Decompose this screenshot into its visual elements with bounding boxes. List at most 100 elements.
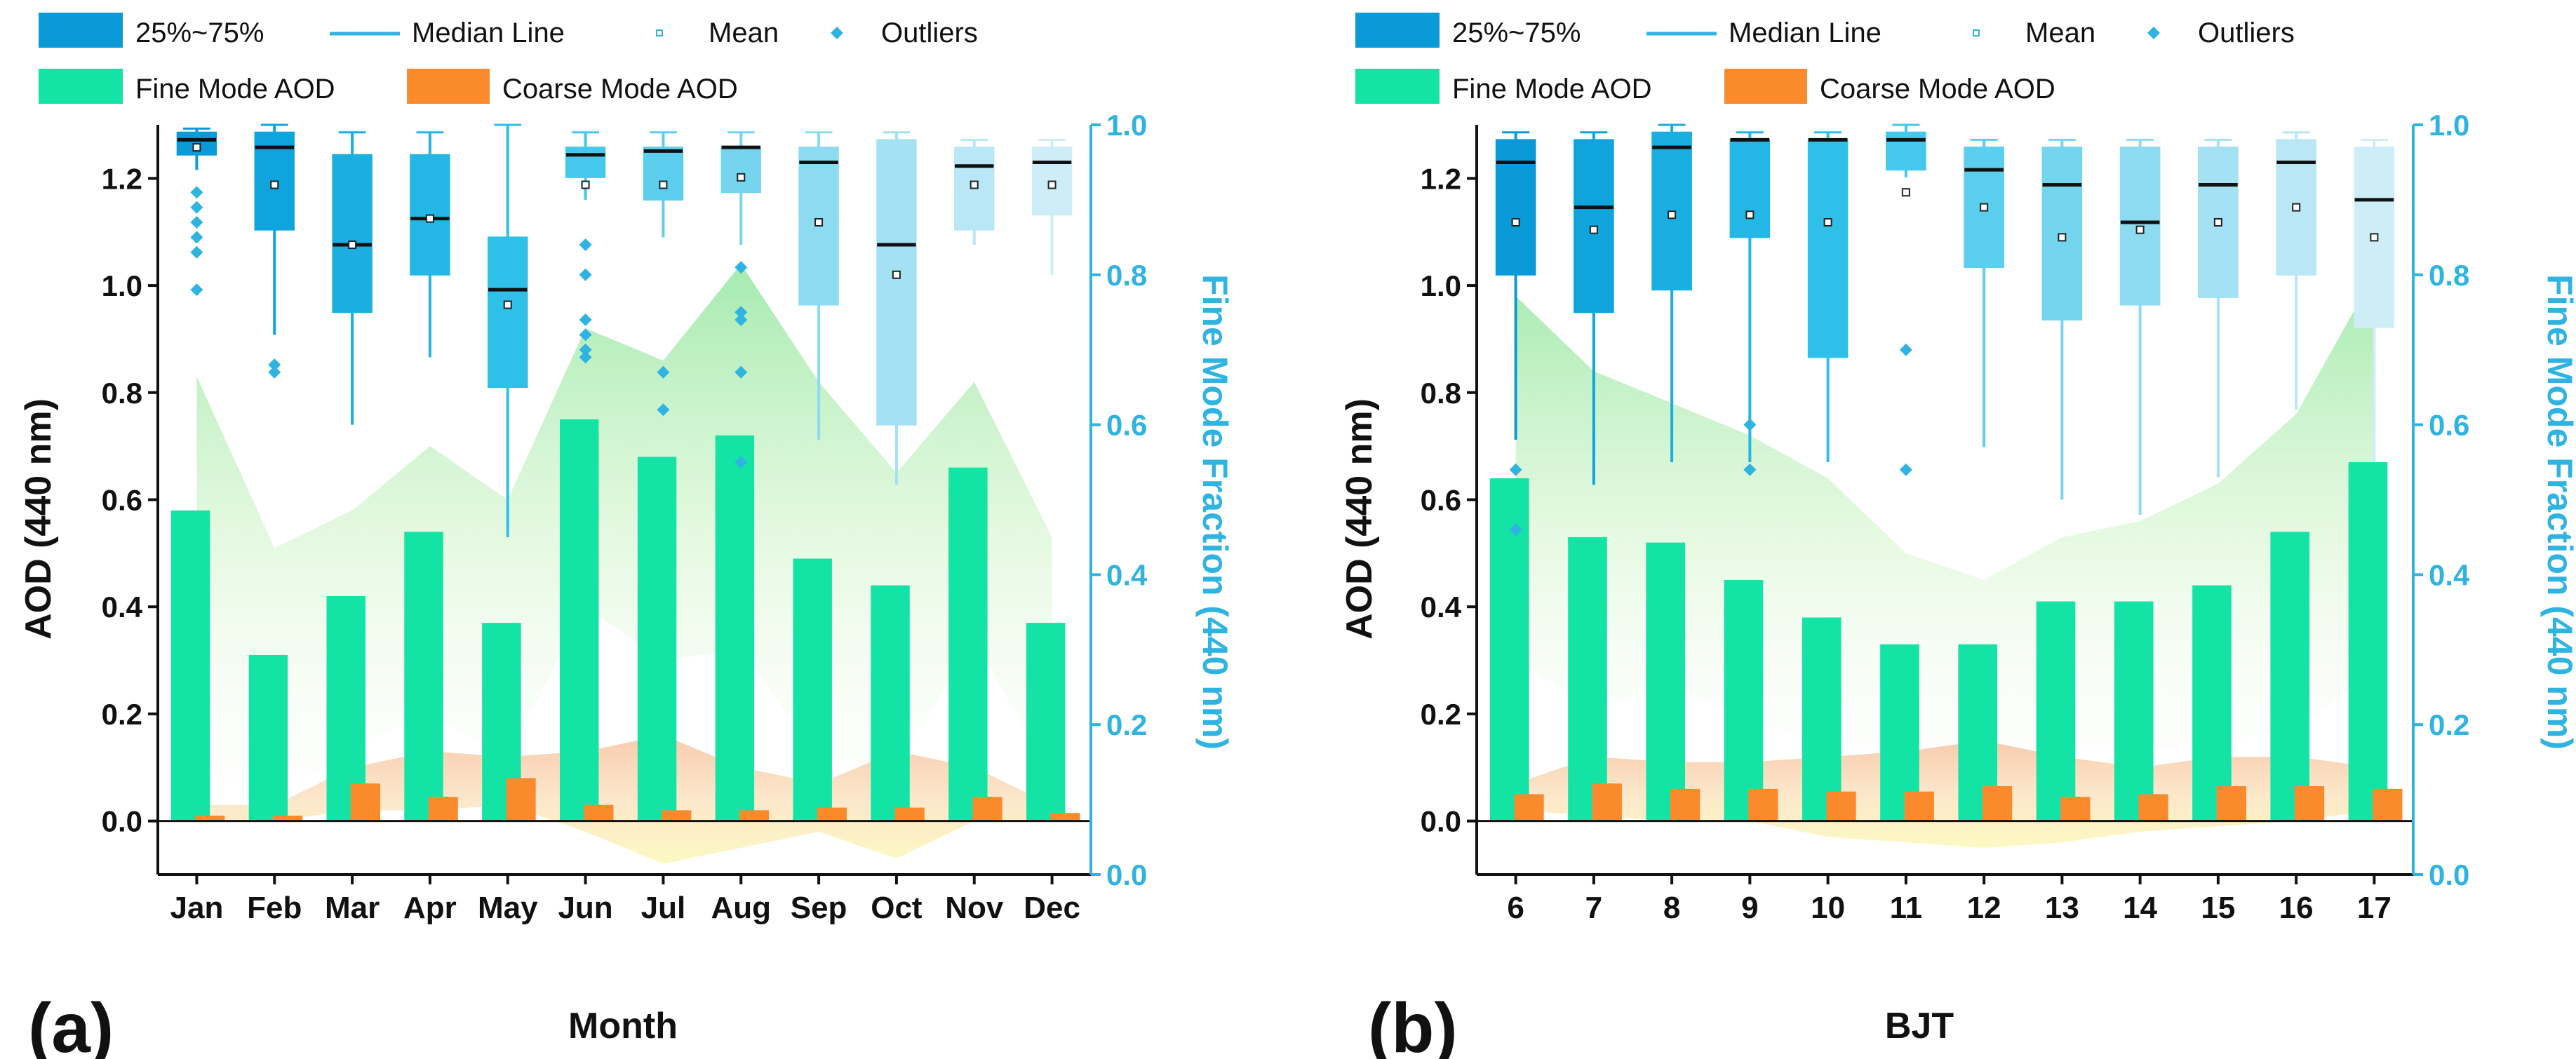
fmf-box: [332, 154, 373, 313]
legend-outlier-swatch: [2147, 27, 2160, 39]
y-tick-label: 1.2: [1421, 162, 1461, 195]
fmf-outlier: [1743, 418, 1757, 431]
y-tick-label: 0.4: [102, 591, 143, 623]
x-tick-label: 17: [2357, 891, 2391, 925]
chart-panel-a: 25%~75% Median Line Mean Outliers Fine M…: [18, 13, 1235, 1059]
fmf-mean-marker: [1047, 180, 1056, 189]
coarse-mode-bar: [2373, 788, 2403, 821]
coarse-mode-bar: [1670, 788, 1700, 821]
plot-area-a: 0.0 0.2 0.4 0.6 0.8 1.0 1.2 0.0 0.2 0.4 0.6 0.8 1.0 J…: [102, 109, 1148, 925]
legend-outliers-label: Outliers: [2198, 18, 2295, 48]
y-tick-label: 0.6: [1421, 484, 1461, 517]
coarse-mode-bar: [1982, 786, 2013, 821]
legend-median-label: Median Line: [412, 18, 565, 48]
y-tick-label: 0.8: [102, 377, 142, 410]
fmf-box: [1807, 139, 1849, 358]
fmf-mean-marker: [1668, 210, 1677, 220]
fmf-box: [643, 147, 684, 201]
fmf-mean-marker: [1980, 203, 1989, 212]
y-tick-label: 0.4: [1421, 591, 1462, 623]
fine-mode-bar: [871, 585, 910, 821]
legend-fine-label: Fine Mode AOD: [135, 74, 335, 104]
fine-mode-bar: [2348, 462, 2388, 821]
fmf-mean-marker: [2058, 233, 2067, 242]
fmf-mean-marker: [737, 173, 746, 182]
coarse-mode-bar: [1826, 791, 1856, 821]
fmf-outlier: [190, 283, 203, 297]
fine-mode-bar: [2036, 601, 2076, 821]
fmf-mean-marker: [581, 180, 590, 189]
x-tick-label: May: [478, 891, 538, 925]
fine-mode-bar: [248, 654, 288, 821]
x-tick-label: 6: [1507, 891, 1524, 925]
fmf-mean-marker: [1589, 225, 1598, 234]
x-tick-label: 10: [1811, 891, 1845, 925]
y-right-tick-label: 0.8: [1106, 259, 1147, 292]
y-right-tick-label: 1.0: [1106, 109, 1147, 142]
y-tick-label: 0.0: [1421, 805, 1461, 838]
legend-mean-swatch: [656, 29, 663, 36]
legend-box-label: 25%~75%: [135, 18, 264, 48]
fine-mode-bar: [2270, 532, 2310, 821]
fine-mode-bar: [1568, 537, 1607, 821]
fmf-mean-marker: [2213, 217, 2222, 227]
fmf-mean-marker: [270, 180, 279, 189]
fmf-outlier: [1899, 463, 1912, 476]
legend-outliers-label: Outliers: [881, 18, 978, 48]
fmf-mean-marker: [1823, 217, 1832, 227]
fmf-outlier: [190, 215, 203, 229]
x-tick-label: Jan: [170, 891, 224, 925]
fmf-outlier: [1743, 463, 1757, 476]
fmf-outlier: [579, 313, 592, 326]
x-tick-label: 7: [1585, 891, 1602, 925]
fine-mode-bar: [715, 435, 755, 821]
x-tick-label: 12: [1967, 891, 2001, 925]
y-right-tick-label: 0.4: [1106, 558, 1148, 591]
x-tick-label: Sep: [791, 891, 847, 925]
fmf-mean-marker: [814, 217, 824, 227]
coarse-mode-bar: [1592, 783, 1622, 821]
fmf-outlier: [1509, 523, 1522, 537]
legend-b: 25%~75% Median Line Mean Outliers Fine M…: [1355, 13, 2295, 104]
fmf-outlier: [579, 343, 592, 356]
x-tick-label: Jun: [558, 891, 612, 925]
y-tick-label: 1.0: [1421, 269, 1461, 302]
fine-mode-band: [196, 264, 1052, 800]
fine-mode-bar: [560, 419, 599, 821]
fmf-outlier: [579, 268, 592, 281]
fmf-mean-marker: [2370, 233, 2379, 242]
fmf-box: [876, 139, 917, 426]
coarse-mode-bar: [1748, 788, 1778, 821]
coarse-mode-bar: [506, 778, 536, 821]
coarse-mode-bar: [1514, 794, 1544, 821]
legend-box-label: 25%~75%: [1452, 18, 1581, 48]
fine-mode-bar: [1802, 617, 1842, 821]
legend-a: 25%~75% Median Line Mean Outliers Fine M…: [39, 13, 978, 104]
coarse-mode-bar: [1050, 813, 1080, 821]
fine-mode-bar: [170, 510, 210, 821]
y-right-tick-label: 0.2: [1106, 708, 1147, 741]
fine-mode-bar: [1880, 644, 1919, 821]
y-tick-label: 0.0: [102, 805, 142, 838]
fmf-outlier: [579, 328, 592, 342]
plot-area-b: 0.0 0.2 0.4 0.6 0.8 1.0 1.2 0.0 0.2 0.4 0.6 0.8 1.0 6…: [1421, 109, 2470, 925]
fmf-outlier: [190, 201, 203, 214]
y-tick-label: 0.2: [1421, 698, 1461, 731]
fmf-mean-marker: [1901, 188, 1910, 197]
fine-mode-bar: [637, 457, 677, 821]
fmf-outlier: [734, 365, 748, 379]
fine-mode-bar: [404, 532, 443, 821]
x-axis-label-b: BJT: [1885, 1006, 1954, 1046]
legend-coarse-swatch: [407, 69, 490, 104]
x-tick-label: Apr: [403, 891, 457, 925]
fmf-outlier: [657, 365, 670, 379]
legend-mean-label: Mean: [2025, 18, 2095, 48]
legend-coarse-swatch: [1724, 69, 1807, 104]
fmf-box: [565, 147, 606, 178]
y-axis-right-label-a: Fine Mode Fraction (440 nm): [1195, 274, 1235, 750]
x-axis-label-a: Month: [568, 1006, 678, 1046]
coarse-mode-bar: [584, 804, 614, 821]
x-tick-label: Aug: [711, 891, 771, 925]
legend-fine-swatch: [1355, 69, 1440, 104]
